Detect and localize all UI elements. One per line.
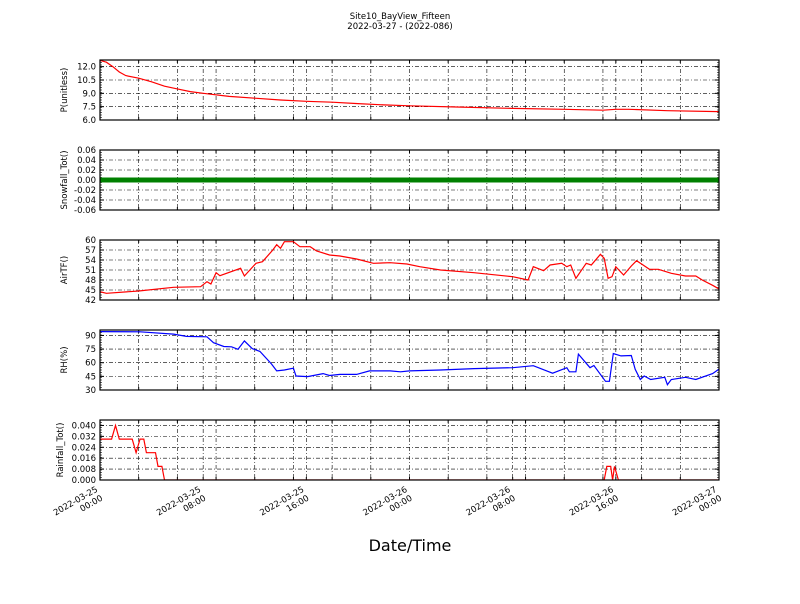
x-tick-label: 2022-03-2516:00 <box>258 485 311 527</box>
y-tick-label: 0.00 <box>77 176 96 186</box>
y-tick-label: 42 <box>85 296 96 306</box>
y-tick-label: 57 <box>85 246 96 256</box>
y-tick-label: 10.5 <box>77 76 96 86</box>
y-tick-label: -0.04 <box>74 196 96 206</box>
x-tick-label: 2022-03-2608:00 <box>465 485 518 527</box>
chart-subtitle: 2022-03-27 - (2022-086) <box>347 22 452 32</box>
subplot-1: -0.06-0.04-0.020.000.020.040.06 Snowfall_… <box>60 146 720 216</box>
subplot-3: 30 45 60 75 90 RH(%) <box>60 330 719 396</box>
y-tick-label: 60 <box>85 236 96 246</box>
y-tick-label: -0.02 <box>74 186 96 196</box>
x-tick-label: 2022-03-2508:00 <box>155 485 208 527</box>
y-tick-label: 0.024 <box>72 443 96 453</box>
y-tick-label: 12.0 <box>77 63 96 73</box>
subplot-0: 6.0 7.5 9.0 10.5 12.0 P(unitless) <box>60 60 719 126</box>
y-tick-label: 7.5 <box>82 103 96 113</box>
y-tick-label: 0.02 <box>77 166 96 176</box>
y-tick-label: 0.040 <box>72 421 96 431</box>
y-tick-label: 45 <box>85 372 96 382</box>
y-tick-label: 75 <box>85 345 96 355</box>
y-tick-label: 30 <box>85 386 96 396</box>
x-tick-label: 2022-03-2616:00 <box>568 485 621 527</box>
y-axis-label: P(unitless) <box>60 68 70 113</box>
y-tick-label: 90 <box>85 331 96 341</box>
chart-title: Site10_BayView_Fifteen <box>350 12 451 22</box>
series-line <box>100 60 719 111</box>
y-tick-label: 54 <box>85 256 96 266</box>
y-tick-label: -0.06 <box>74 206 96 216</box>
x-tick-label: 2022-03-2600:00 <box>361 485 414 527</box>
y-tick-label: 60 <box>85 359 96 369</box>
y-axis-label: Snowfall_Tot() <box>60 150 70 209</box>
y-tick-label: 0.008 <box>72 465 96 475</box>
y-tick-label: 6.0 <box>82 116 96 126</box>
y-tick-label: 51 <box>85 266 96 276</box>
y-tick-label: 9.0 <box>82 89 96 99</box>
x-tick-label: 2022-03-2700:00 <box>671 485 724 527</box>
x-axis-label: Date/Time <box>369 536 452 555</box>
y-tick-label: 0.016 <box>72 454 96 464</box>
y-axis-label: RH(%) <box>60 346 70 373</box>
y-tick-label: 45 <box>85 286 96 296</box>
y-tick-label: 48 <box>85 276 96 286</box>
series-marker <box>716 178 721 183</box>
y-axis-label: AirTF() <box>60 256 70 284</box>
x-tick-label: 2022-03-2500:00 <box>52 485 105 527</box>
y-tick-label: 0.04 <box>77 156 96 166</box>
y-tick-label: 0.06 <box>77 146 96 156</box>
y-tick-label: 0.000 <box>72 476 96 486</box>
y-axis-label: Rainfall_Tot() <box>56 423 66 478</box>
y-tick-label: 0.032 <box>72 432 96 442</box>
